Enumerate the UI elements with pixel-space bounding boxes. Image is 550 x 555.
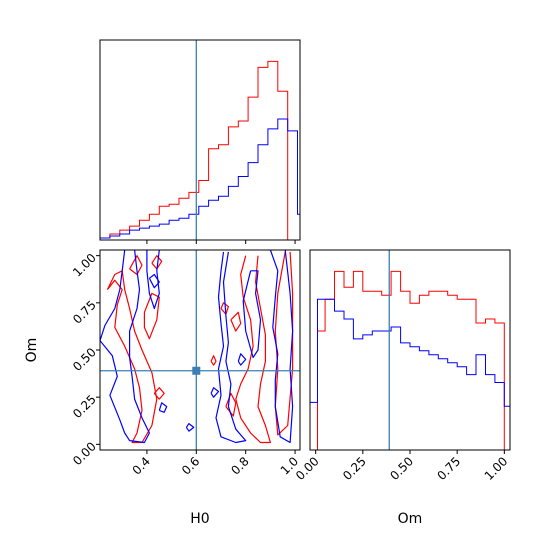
- contour-series-a: [153, 387, 165, 400]
- joint-y-tick-label: 0.50: [70, 345, 99, 374]
- joint-x-tick-label: 0.6: [179, 454, 202, 477]
- contour-series-b: [269, 250, 294, 444]
- hist-om-series-b: [309, 298, 511, 450]
- hist-om-series-a: [310, 270, 510, 451]
- hist-om-x-tick-label: 0.50: [387, 454, 416, 483]
- joint-x-tick-label: 0.4: [130, 454, 153, 477]
- joint-contours: [100, 250, 294, 444]
- contour-series-b: [158, 402, 168, 413]
- contour-series-b: [237, 353, 247, 366]
- contour-series-a: [106, 270, 158, 444]
- contour-series-a: [230, 311, 242, 332]
- contour-series-a: [220, 302, 229, 315]
- contour-series-b: [148, 273, 160, 289]
- hist-h0-series-a: [99, 60, 300, 241]
- y-axis-label-om: Om: [24, 338, 40, 363]
- contour-series-a: [129, 255, 143, 276]
- x-axis-label-om: Om: [398, 511, 423, 527]
- contour-series-a: [235, 255, 271, 444]
- x-axis-label-h0: H0: [190, 511, 209, 527]
- contour-series-a: [151, 255, 163, 270]
- contour-series-b: [146, 250, 160, 310]
- contour-series-a: [210, 355, 217, 366]
- joint-y-tick-label: 0.00: [70, 439, 99, 468]
- truth-marker: [192, 366, 201, 375]
- contour-series-b: [185, 423, 195, 432]
- hist-om-x-tick-label: 1.00: [482, 454, 511, 483]
- contour-series-b: [210, 387, 220, 398]
- contour-series-b: [215, 251, 247, 444]
- joint-y-tick-label: 1.00: [70, 251, 99, 280]
- contour-series-b: [100, 250, 150, 444]
- panel-hist-om: 0.00 0.25 0.50 0.75 1.00: [293, 249, 511, 483]
- panel-hist-h0: [99, 39, 301, 244]
- hist-om-x-tick-label: 0.00: [293, 454, 322, 483]
- panel-joint-h0-om: 0.4 0.6 0.8 1.00.000.250.500.751.00: [70, 249, 301, 478]
- hist-h0-series-b: [99, 118, 301, 240]
- contour-series-a: [274, 251, 294, 436]
- hist-om-x-tick-label: 0.25: [340, 454, 369, 483]
- joint-y-tick-label: 0.75: [70, 298, 99, 327]
- hist-om-frame: [309, 249, 511, 451]
- contour-series-b: [242, 270, 262, 359]
- hist-h0-frame: [99, 39, 301, 241]
- joint-x-tick-label: 0.8: [228, 454, 251, 477]
- contour-series-a: [143, 292, 160, 340]
- joint-y-tick-label: 0.25: [70, 392, 99, 421]
- hist-om-x-tick-label: 0.75: [434, 454, 463, 483]
